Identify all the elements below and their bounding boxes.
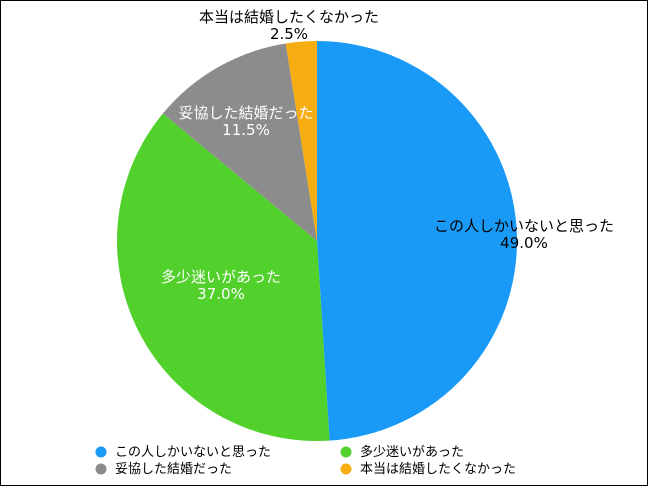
legend-label: 本当は結婚したくなかった: [360, 462, 516, 477]
pie-slice: [317, 41, 517, 441]
pie-slice: [162, 43, 317, 241]
slice-value-label: 2.5%: [270, 25, 308, 43]
slice-labels: この人しかいないと思った 49.0% 多少迷いがあった 37.0% 妥協した結婚だった 1…: [161, 8, 614, 303]
slice-label: この人しかいないと思った 49.0%: [434, 217, 614, 252]
legend-item: 本当は結婚したくなかった: [340, 462, 516, 477]
pie-slice: [117, 113, 330, 442]
legend-item: この人しかいないと思った: [95, 445, 271, 460]
legend-label: 妥協した結婚だった: [115, 462, 232, 477]
legend-marker: [95, 446, 107, 458]
slice-value-label: 11.5%: [222, 121, 270, 139]
pie-slice: [285, 41, 317, 241]
legend-label: 多少迷いがあった: [360, 444, 464, 460]
slice-label: 本当は結婚したくなかった 2.5%: [199, 8, 379, 43]
slice-category-label: 本当は結婚したくなかった: [199, 8, 379, 26]
legend-marker: [340, 446, 352, 458]
slice-category-label: 多少迷いがあった: [161, 268, 281, 286]
slice-label: 妥協した結婚だった 11.5%: [178, 104, 313, 139]
legend-item: 多少迷いがあった: [340, 444, 464, 460]
legend-marker: [340, 463, 352, 475]
slice-value-label: 49.0%: [500, 234, 548, 252]
legend-marker: [95, 463, 107, 475]
slice-category-label: 妥協した結婚だった: [178, 104, 313, 122]
pie-slices: [117, 41, 517, 442]
slice-label: 多少迷いがあった 37.0%: [161, 268, 281, 303]
legend-item: 妥協した結婚だった: [95, 462, 232, 477]
slice-value-label: 37.0%: [197, 285, 245, 303]
slice-category-label: この人しかいないと思った: [434, 217, 614, 235]
legend-label: この人しかいないと思った: [115, 445, 271, 460]
